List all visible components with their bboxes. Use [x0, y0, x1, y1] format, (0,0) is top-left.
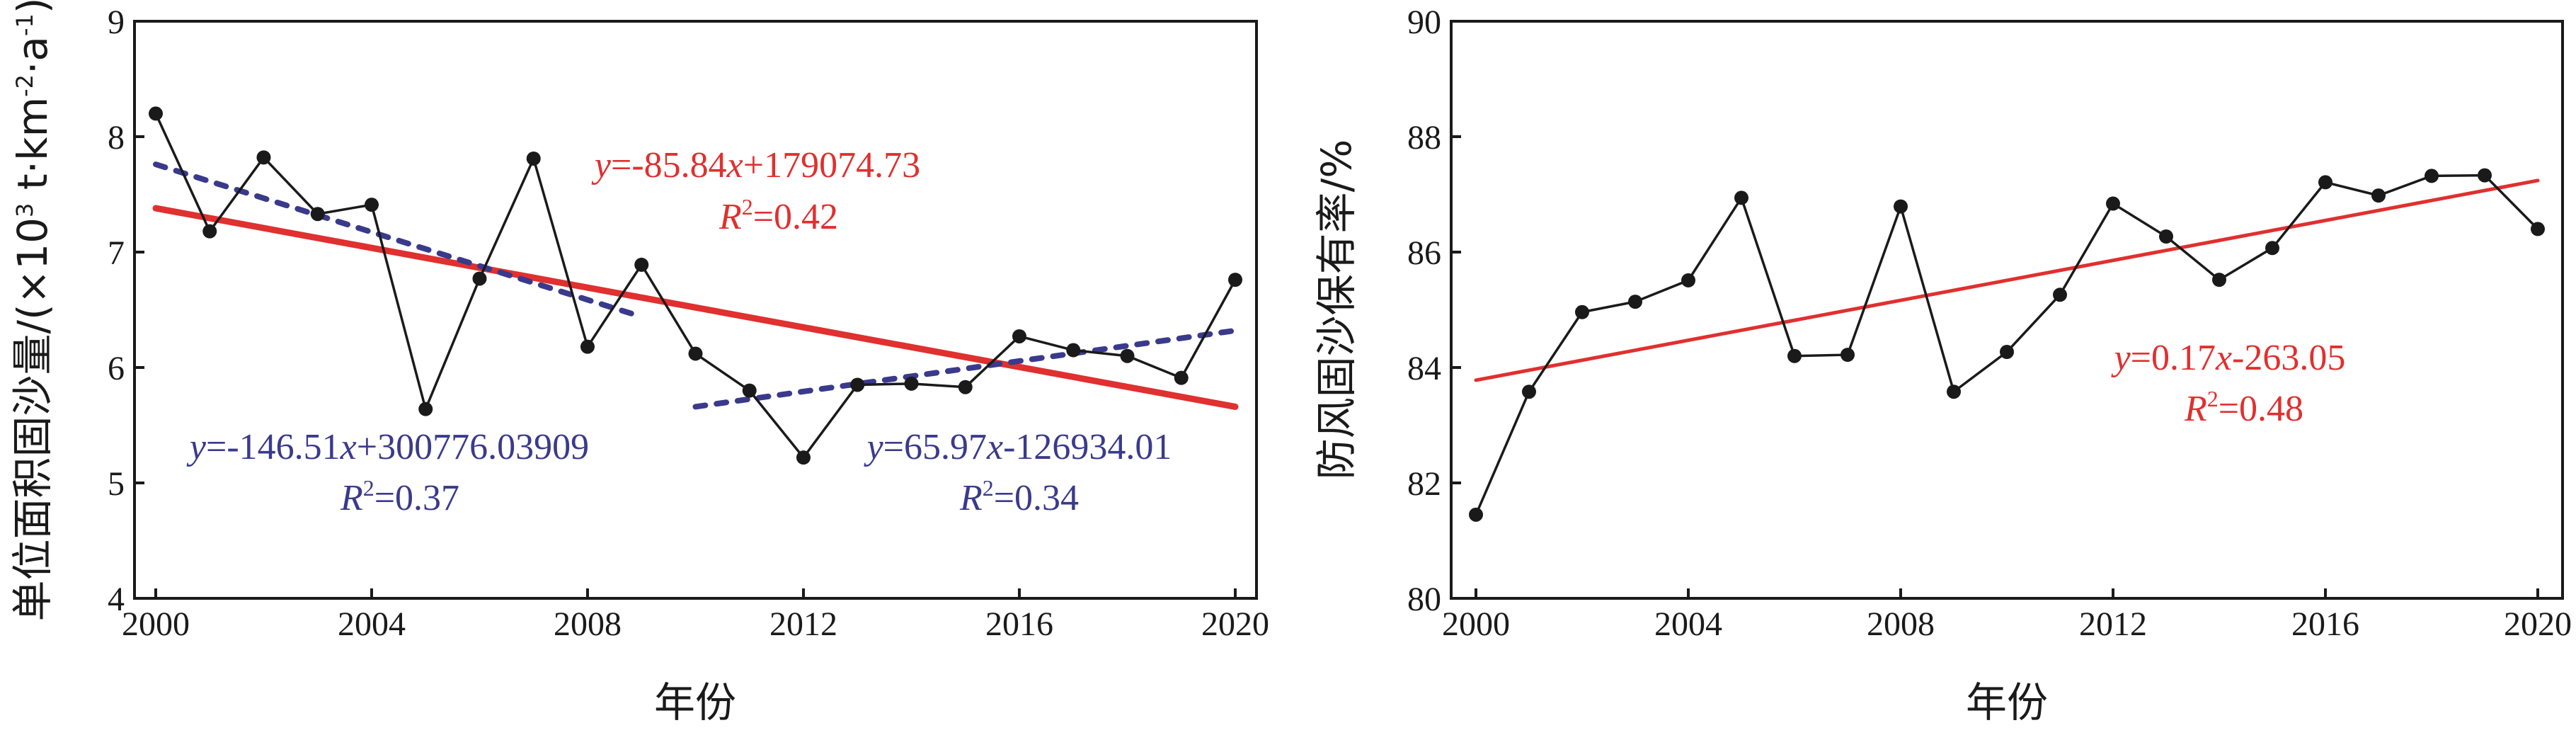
- left-data-point: [1066, 343, 1081, 358]
- right-y-tick-label: 88: [1407, 119, 1441, 156]
- right-trendline-1: [1474, 178, 2540, 382]
- left-x-tick-label: 2012: [769, 605, 837, 643]
- right-data-point: [1628, 295, 1642, 309]
- left-data-point: [149, 106, 163, 121]
- right-data-point: [1575, 304, 1589, 319]
- right-data-point: [2478, 168, 2492, 183]
- right-data-point: [2000, 344, 2014, 359]
- right-x-tick-label: 2004: [1654, 605, 1722, 643]
- left-trend-equation: y=-85.84x+179074.73: [591, 145, 920, 186]
- left-x-tick-label: 2004: [338, 605, 406, 643]
- right-plot-area: [1469, 168, 2545, 522]
- right-data-point: [1522, 384, 1536, 399]
- left-data-point: [688, 346, 703, 361]
- left-data-point: [1012, 329, 1026, 343]
- left-data-point: [1174, 370, 1189, 385]
- left-y-tick-label: 4: [108, 581, 125, 618]
- left-trend2-equation: y=65.97x-126934.01: [864, 427, 1172, 467]
- right-data-point: [2106, 196, 2120, 211]
- left-trend1-r2: R2=0.37: [340, 475, 459, 518]
- left-data-point: [526, 151, 541, 166]
- left-y-tick-label: 6: [108, 350, 125, 387]
- right-x-tick-label: 2008: [1867, 605, 1935, 643]
- right-data-point: [1734, 190, 1748, 205]
- left-y-tick-label: 8: [108, 119, 125, 156]
- left-y-tick-label: 7: [108, 234, 125, 272]
- right-x-tick-label: 2020: [2504, 605, 2572, 643]
- right-data-point: [2053, 287, 2067, 302]
- right-y-tick-label: 90: [1407, 4, 1441, 41]
- right-axis-ticks: 2000 2004 2008 2012 2016 2020 80 82 84 86 88 90: [1407, 4, 2572, 643]
- left-trend1-equation: y=-146.51x+300776.03909: [186, 427, 589, 467]
- left-data-point: [958, 380, 973, 394]
- right-x-axis-title: 年份: [1966, 678, 2048, 727]
- right-y-tick-label: 82: [1407, 465, 1441, 503]
- left-y-tick-label: 9: [108, 4, 125, 41]
- left-data-point: [796, 450, 811, 465]
- left-trendline-3: [692, 327, 1238, 410]
- left-data-point: [365, 198, 379, 212]
- right-data-point: [1681, 273, 1695, 287]
- left-x-tick-label: 2016: [985, 605, 1053, 643]
- right-x-tick-label: 2016: [2291, 605, 2359, 643]
- left-data-point: [1228, 273, 1242, 287]
- left-x-tick-label: 2008: [554, 605, 622, 643]
- left-plot-area: [149, 106, 1242, 465]
- left-data-point: [580, 339, 595, 354]
- left-data-point: [904, 376, 919, 391]
- left-data-point: [634, 257, 649, 272]
- right-data-point: [1469, 507, 1483, 522]
- left-trend-r2: R2=0.42: [719, 194, 838, 237]
- right-y-axis-title: 防风固沙保有率/%: [1312, 139, 1361, 480]
- right-data-point: [1841, 348, 1855, 363]
- left-data-point: [202, 224, 217, 239]
- right-data-point: [2318, 175, 2332, 190]
- left-trend2-r2: R2=0.34: [959, 475, 1079, 518]
- left-trendline-2: [153, 161, 645, 320]
- right-trend-equation: y=0.17x-263.05: [2111, 338, 2346, 378]
- left-data-point: [742, 383, 757, 398]
- right-trend-r2: R2=0.48: [2184, 386, 2303, 429]
- left-data-point: [256, 150, 271, 165]
- right-data-point: [1787, 348, 1802, 363]
- right-data-point: [2159, 229, 2173, 244]
- left-plot-frame: [133, 20, 1258, 600]
- left-axis-ticks: 2000 2004 2008 2012 2016 2020 4 5 6 7 8 9: [108, 4, 1269, 643]
- right-x-tick-label: 2012: [2079, 605, 2147, 643]
- right-data-point: [2371, 188, 2386, 203]
- right-y-tick-label: 84: [1407, 350, 1441, 387]
- right-data-point: [2265, 241, 2279, 256]
- right-y-tick-label: 86: [1407, 234, 1441, 272]
- left-data-point: [472, 271, 487, 286]
- left-data-point: [1120, 348, 1135, 363]
- left-data-point: [418, 401, 433, 416]
- right-data-point: [2212, 273, 2226, 287]
- left-x-axis-title: 年份: [654, 678, 736, 727]
- right-data-point: [1947, 384, 1961, 399]
- left-data-point: [850, 377, 865, 392]
- right-plot-frame: [1450, 20, 2564, 600]
- left-y-axis-title: 单位面积固沙量/(×103 t·km-2·a-1): [8, 0, 57, 622]
- left-trendline-1: [152, 205, 1239, 410]
- left-x-tick-label: 2020: [1201, 605, 1269, 643]
- left-x-tick-label: 2000: [122, 605, 190, 643]
- right-y-tick-label: 80: [1407, 581, 1441, 618]
- left-data-point: [310, 207, 325, 222]
- left-y-tick-label: 5: [108, 465, 125, 503]
- right-data-point: [2531, 222, 2545, 237]
- right-data-point: [1894, 199, 1908, 214]
- right-chart: 2000 2004 2008 2012 2016 2020 80 82 84 86 88 90 y=0…: [1312, 4, 2572, 727]
- right-data-point: [2425, 169, 2439, 183]
- right-x-tick-label: 2000: [1442, 605, 1510, 643]
- left-chart: 2000 2004 2008 2012 2016 2020 4 5 6 7 8 9 y=-85.84x…: [8, 0, 1269, 727]
